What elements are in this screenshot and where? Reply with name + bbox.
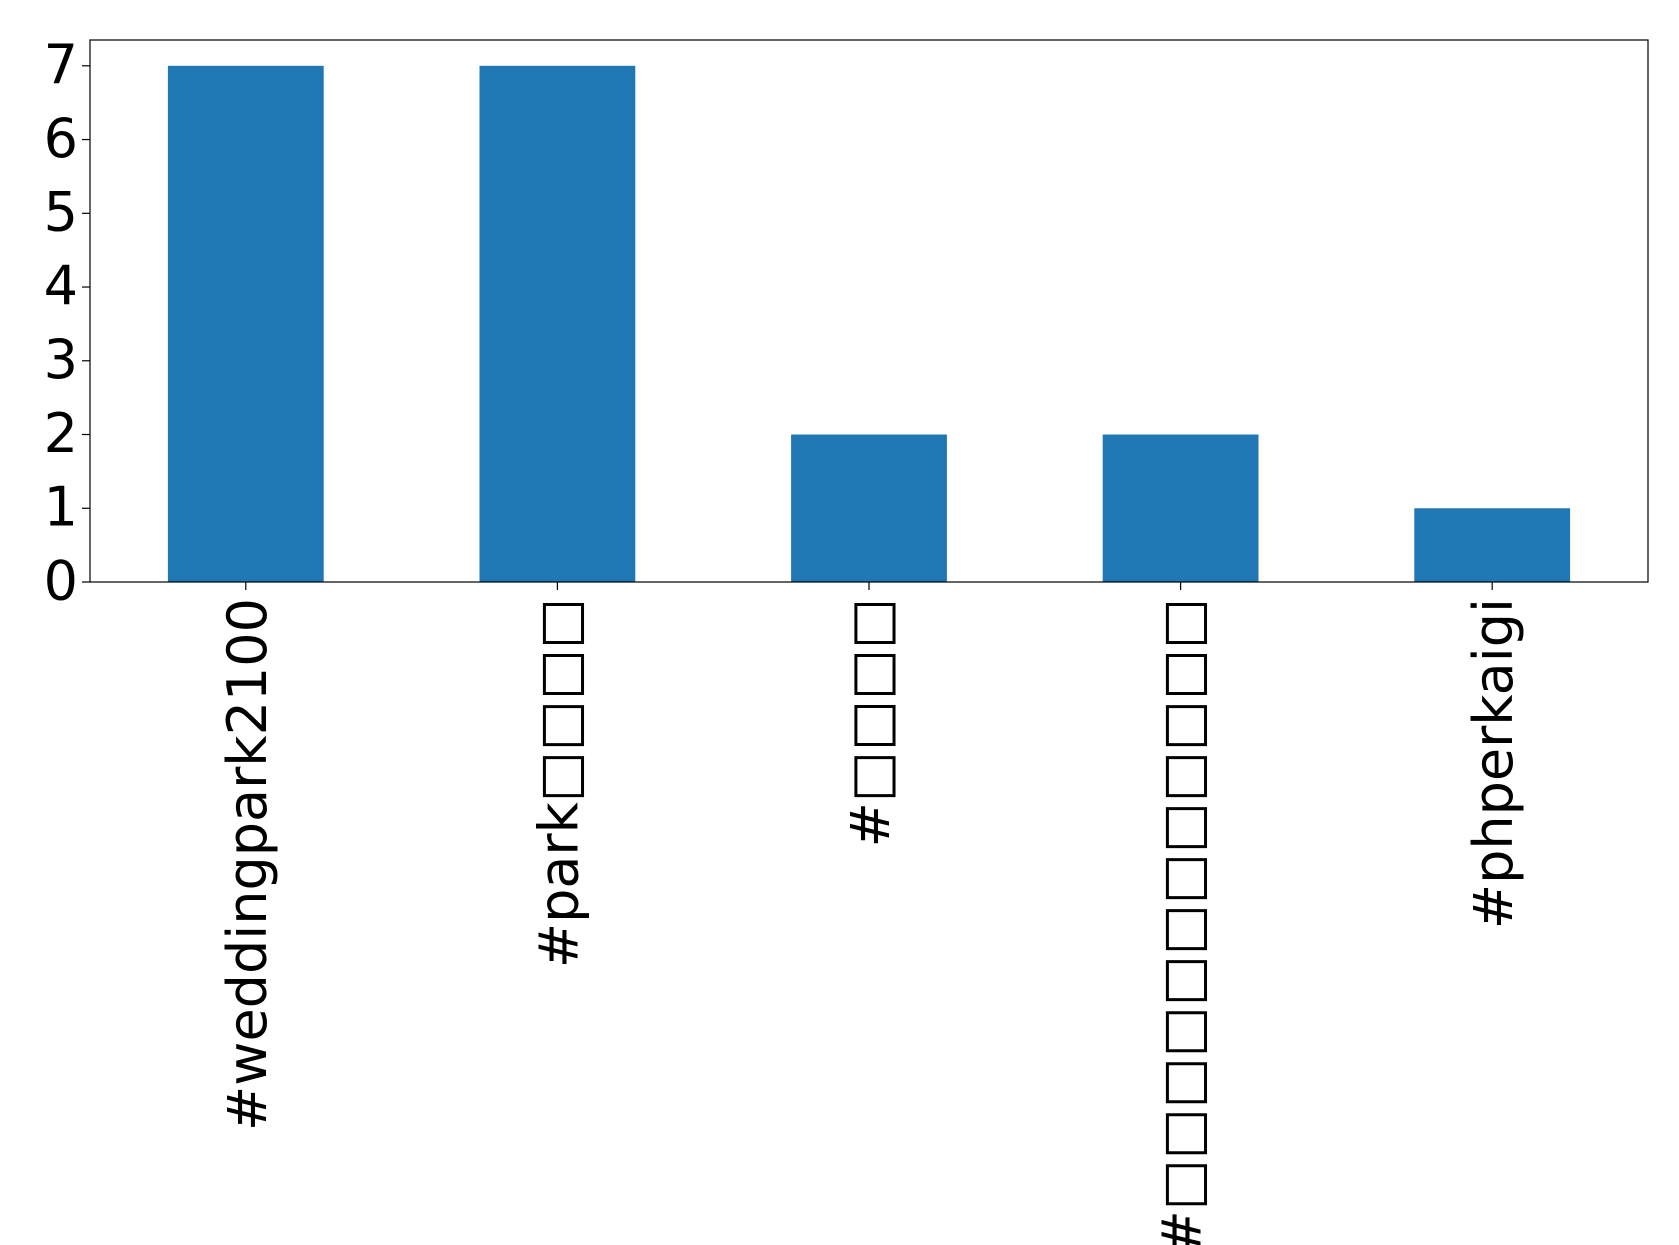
- y-tick-label: 4: [44, 254, 78, 317]
- y-tick-label: 3: [44, 328, 78, 391]
- y-tick-label: 6: [44, 107, 78, 170]
- x-tick-label: #park□□□□: [527, 598, 590, 968]
- y-tick-label: 1: [44, 476, 78, 539]
- x-tick-label: #□□□□: [839, 598, 902, 847]
- y-tick-label: 2: [44, 402, 78, 465]
- x-tick-label: #□□□□□□□□□□□□: [1151, 598, 1214, 1245]
- y-tick-label: 7: [44, 33, 78, 96]
- bar: [479, 65, 636, 583]
- bar: [1102, 434, 1259, 582]
- x-tick-label: #weddingpark2100: [216, 598, 279, 1131]
- y-tick-label: 0: [44, 549, 78, 612]
- y-tick-label: 5: [44, 181, 78, 244]
- bar: [791, 434, 947, 582]
- bar: [167, 65, 324, 583]
- bar: [1414, 508, 1571, 582]
- plot-frame: [89, 39, 1649, 583]
- x-tick-label: #phperkaigi: [1462, 598, 1525, 929]
